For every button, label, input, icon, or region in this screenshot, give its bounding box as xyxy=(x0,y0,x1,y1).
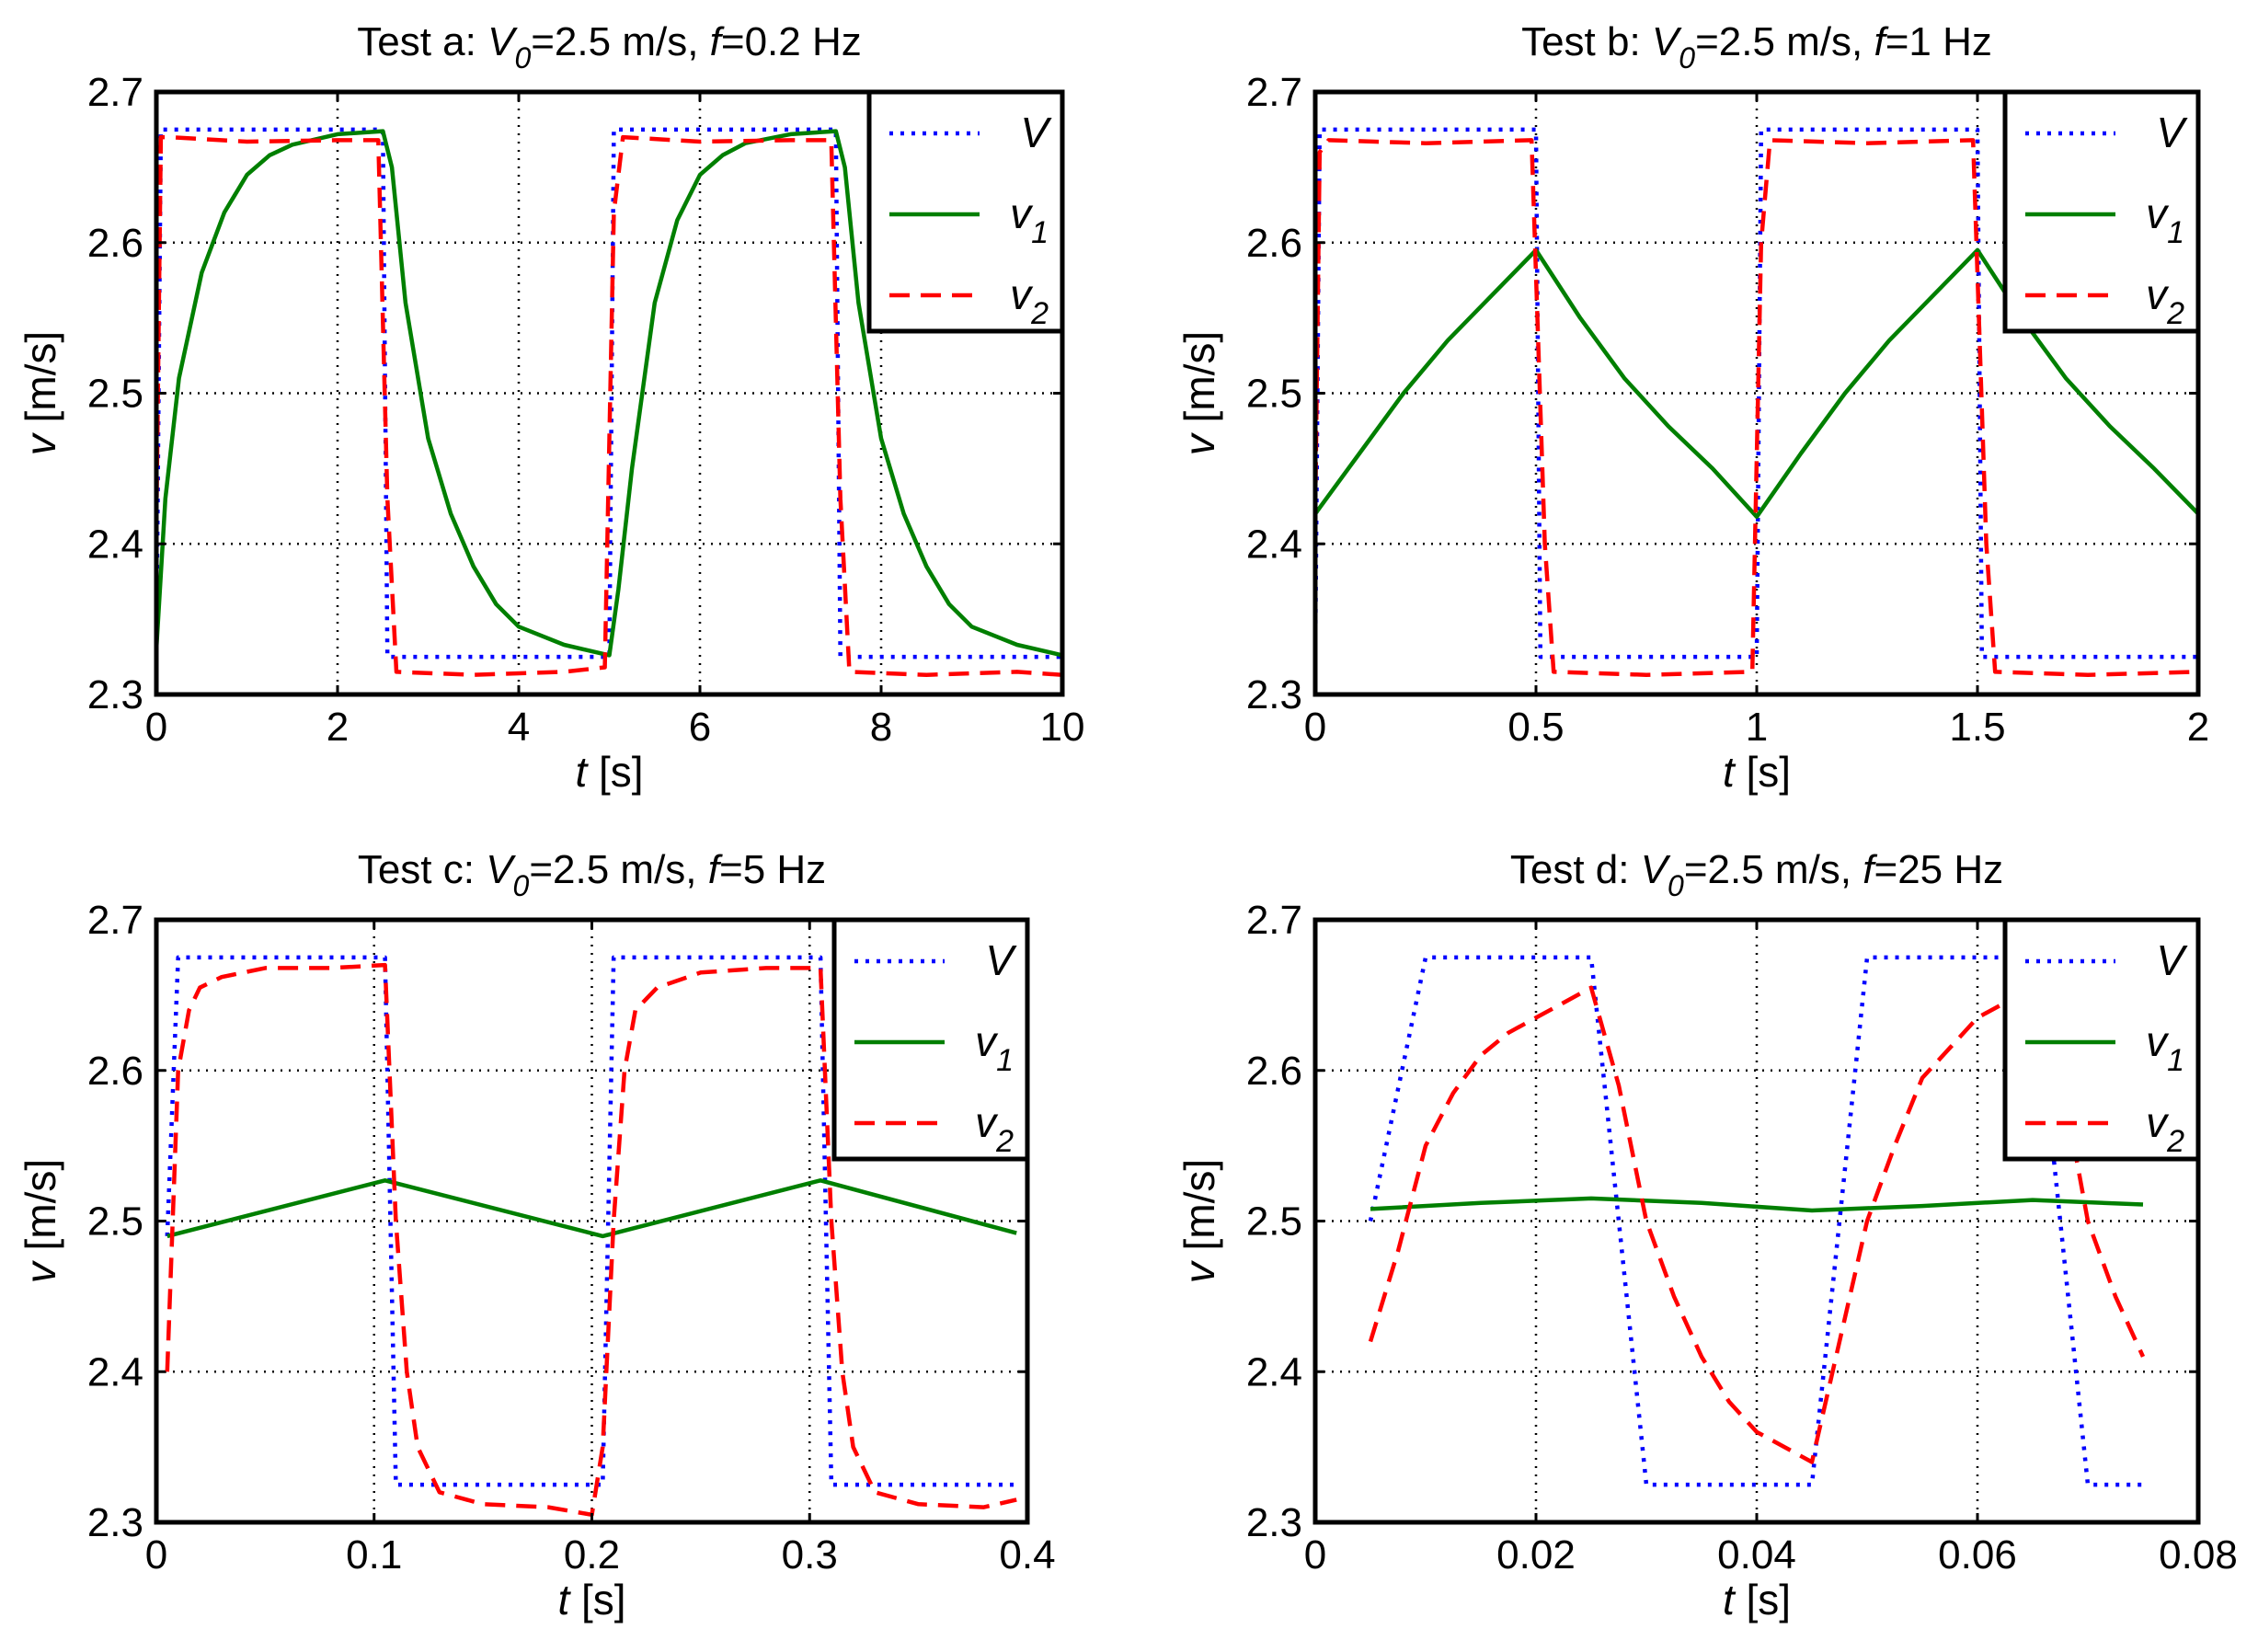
y-tick-label: 2.7 xyxy=(1246,70,1302,115)
x-tick-label: 0.5 xyxy=(1507,705,1564,750)
series-group xyxy=(1315,127,2198,677)
series-line-v1-1 xyxy=(1315,247,2198,520)
x-tick-label: 0.2 xyxy=(564,1532,620,1577)
y-axis-label: v [m/s] xyxy=(1175,1159,1223,1283)
y-tick-label: 2.4 xyxy=(1246,1349,1302,1394)
legend-label: v2 xyxy=(2146,1098,2184,1159)
y-tick-label: 2.7 xyxy=(1246,898,1302,943)
series-line-v2-2 xyxy=(165,962,1017,1518)
legend-label: V xyxy=(2156,936,2188,984)
y-tick-label: 2.6 xyxy=(1246,1049,1302,1094)
y-tick-label: 2.3 xyxy=(1246,672,1302,717)
legend: Vv1 v2 xyxy=(2002,89,2201,334)
legend-label: V xyxy=(1020,109,1052,156)
x-tick-label: 0.04 xyxy=(1717,1532,1796,1577)
x-axis-label: t [s] xyxy=(575,748,643,796)
legend-label: v1 xyxy=(975,1017,1014,1078)
x-tick-label: 0.4 xyxy=(999,1532,1055,1577)
chart-a: 0 2 4 6 8 10 2.3 2.4 2.5 2.6 2.7 Test a: V0=2.5 m/s… xyxy=(17,19,1084,796)
y-tick-label: 2.4 xyxy=(1246,522,1302,567)
x-tick-label: 10 xyxy=(1040,705,1085,750)
x-axis-label: t [s] xyxy=(1723,1576,1791,1623)
y-tick-label: 2.6 xyxy=(87,221,143,266)
y-axis-label: v [m/s] xyxy=(17,1159,64,1283)
y-tick-label: 2.6 xyxy=(87,1049,143,1094)
legend: Vv1 v2 xyxy=(866,89,1065,334)
series-line-v1-1 xyxy=(1370,1196,2144,1213)
x-tick-label: 1 xyxy=(1746,705,1768,750)
legend: Vv1 v2 xyxy=(2002,917,2201,1162)
y-tick-label: 2.3 xyxy=(87,1500,143,1545)
series-line-v2-2 xyxy=(1315,138,2198,677)
chart-title: Test d: V0=2.5 m/s, f=25 Hz xyxy=(1510,847,2003,902)
x-axis-label: t [s] xyxy=(557,1576,625,1623)
x-tick-label: 0.02 xyxy=(1496,1532,1576,1577)
chart-title: Test a: V0=2.5 m/s, f=0.2 Hz xyxy=(357,19,862,75)
x-tick-label: 0 xyxy=(1304,1532,1326,1577)
y-axis-label: v [m/s] xyxy=(17,331,64,455)
y-tick-label: 2.7 xyxy=(87,898,143,943)
x-tick-label: 2 xyxy=(2187,705,2209,750)
x-tick-label: 0.3 xyxy=(782,1532,838,1577)
y-tick-label: 2.3 xyxy=(87,672,143,717)
y-tick-label: 2.5 xyxy=(1246,1199,1302,1245)
y-tick-label: 2.6 xyxy=(1246,221,1302,266)
x-tick-label: 6 xyxy=(689,705,711,750)
x-tick-label: 8 xyxy=(870,705,892,750)
legend-label: v2 xyxy=(2146,270,2184,331)
series-line-v1-1 xyxy=(166,1178,1017,1239)
legend-label: v1 xyxy=(2146,189,2184,250)
chart-c: 0 0.1 0.2 0.3 0.4 2.3 2.4 2.5 2.6 2.7 Test c: V0=2… xyxy=(17,847,1056,1623)
y-axis-label: v [m/s] xyxy=(1175,331,1223,455)
x-tick-label: 0.1 xyxy=(346,1532,402,1577)
y-tick-label: 2.4 xyxy=(87,1349,143,1394)
x-tick-label: 4 xyxy=(508,705,530,750)
legend: Vv1 v2 xyxy=(831,917,1030,1162)
legend-label: v2 xyxy=(1010,270,1049,331)
y-tick-label: 2.5 xyxy=(1246,372,1302,417)
chart-title: Test b: V0=2.5 m/s, f=1 Hz xyxy=(1521,19,1992,75)
x-tick-label: 0 xyxy=(1304,705,1326,750)
series-line-v-0 xyxy=(1315,127,2198,660)
y-tick-label: 2.3 xyxy=(1246,1500,1302,1545)
series-line-v2-2 xyxy=(156,134,1062,677)
legend-label: v1 xyxy=(1010,189,1049,250)
series-line-v1-1 xyxy=(156,129,1062,658)
legend-label: V xyxy=(2156,109,2188,156)
x-tick-label: 0 xyxy=(145,1532,167,1577)
series-group xyxy=(165,955,1017,1518)
x-tick-label: 0 xyxy=(145,705,167,750)
chart-d: 0 0.02 0.04 0.06 0.08 2.3 2.4 2.5 2.6 2.7 Test d: … xyxy=(1175,847,2238,1623)
legend-label: V xyxy=(985,936,1017,984)
y-tick-label: 2.5 xyxy=(87,372,143,417)
legend-label: v2 xyxy=(975,1098,1014,1159)
x-tick-label: 2 xyxy=(327,705,349,750)
chart-title: Test c: V0=2.5 m/s, f=5 Hz xyxy=(358,847,826,902)
x-tick-label: 1.5 xyxy=(1949,705,2005,750)
y-tick-label: 2.5 xyxy=(87,1199,143,1245)
chart-b: 0 0.5 1 1.5 2 2.3 2.4 2.5 2.6 2.7 Test b: V0=2.5 m… xyxy=(1175,19,2209,796)
x-axis-label: t [s] xyxy=(1723,748,1791,796)
x-tick-label: 0.06 xyxy=(1938,1532,2017,1577)
x-tick-label: 0.08 xyxy=(2159,1532,2238,1577)
y-tick-label: 2.4 xyxy=(87,522,143,567)
series-group xyxy=(156,127,1062,677)
legend-label: v1 xyxy=(2146,1017,2184,1078)
y-tick-label: 2.7 xyxy=(87,70,143,115)
